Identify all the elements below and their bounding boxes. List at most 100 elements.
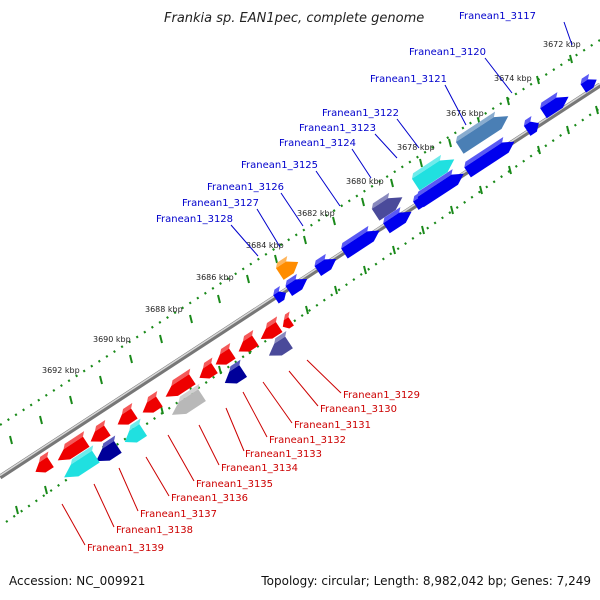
gene-arrow-body [371,197,403,221]
gene-arrow-body [383,211,412,234]
scale-tick [508,165,512,175]
gene-feature [282,311,294,329]
gene-label-upper: Franean1_3125 [241,160,318,171]
scale-tick [274,254,278,264]
gene-feature [35,451,54,473]
gene-arrow-top [275,256,288,269]
scale-tick [189,314,193,324]
scale-label: 3692 kbp [42,366,80,375]
gene-arrow-body [117,408,138,425]
gene-arrow-body [142,396,163,413]
gene-arrow-body [199,363,218,379]
gene-arrow-top [383,207,401,224]
gene-arrow-top [229,359,241,372]
scale-tick [9,435,13,445]
leader-line [198,424,220,466]
gene-arrow-top [285,273,297,287]
leader-line [288,370,319,407]
gene-labels: Franean1_3117 Franean1_3120 Franean1_3121 F… [87,11,536,554]
gene-arrow-top [455,111,496,143]
gene-arrow-body [171,389,206,415]
gene-label-lower: Franean1_3133 [245,449,322,460]
gene-label-upper: Franean1_3123 [299,123,376,134]
gene-arrow-top [413,193,419,202]
gene-feature [371,192,403,221]
gene-arrow-body [260,321,283,340]
scale-tick [479,185,483,195]
gene-feature [275,256,299,280]
gene-arrow-body [523,121,539,136]
scale-tick [305,305,309,315]
scale-tick [392,245,396,255]
gene-arrow-body [341,230,380,259]
gene-label-upper: Franean1_3117 [459,11,536,22]
scale-label: 3678 kbp [397,143,435,152]
gene-feature [416,169,464,208]
leader-line [444,84,467,126]
gene-arrow-body [268,336,293,356]
scale-tick [569,54,573,64]
scale-tick [159,334,163,344]
gene-label-upper: Franean1_3128 [156,214,233,225]
gene-arrow-top [416,169,453,198]
gene-feature [341,225,380,259]
gene-label-lower: Franean1_3130 [320,404,397,415]
leader-line [61,503,86,546]
gene-arrow-top [540,92,558,109]
gene-feature [117,402,138,425]
gene-feature [411,154,455,191]
leader-line [374,133,398,159]
scale-tick [537,145,541,155]
gene-arrow-top [94,419,106,432]
gene-arrow-top [146,390,158,403]
scale-tick [421,225,425,235]
gene-label-lower: Franean1_3134 [221,463,298,474]
gene-feature [285,273,308,297]
gene-feature [580,73,597,93]
scale-tick [536,75,540,85]
gene-label-lower: Franean1_3129 [343,390,420,401]
gene-feature [413,193,425,210]
scale-tick [217,294,221,304]
gene-feature [165,368,196,397]
scale-tick [129,354,133,364]
gene-label-lower: Franean1_3135 [196,479,273,490]
gene-leader-lines [61,21,573,546]
leader-line [225,407,245,452]
gene-feature [540,92,569,119]
gene-arrow-body [285,278,308,297]
gene-label-upper: Franean1_3122 [322,108,399,119]
leader-line [484,57,513,94]
scale-label: 3682 kbp [297,209,335,218]
gene-feature [64,445,100,478]
gene-arrow-top [242,329,254,342]
gene-feature [383,207,412,234]
gene-arrow-top [273,285,280,296]
gene-arrow-body [35,457,54,473]
leader-line [118,467,139,512]
gene-arrow-top [102,435,116,449]
leader-line [351,148,372,179]
gene-feature [142,390,163,413]
gene-arrow-top [202,357,213,369]
scale-tick [506,96,510,106]
gene-label-upper: Franean1_3121 [370,74,447,85]
leader-line [563,21,573,46]
gene-arrow-body [282,317,294,329]
leader-line [306,359,342,394]
gene-label-lower: Franean1_3137 [140,509,217,520]
gene-arrow-body [57,436,90,461]
gene-arrow-body [96,441,122,462]
leader-line [315,170,341,207]
gene-arrow-top [171,368,191,386]
scale-label: 3686 kbp [196,273,234,282]
gene-feature [260,316,283,340]
gene-arrow-top [411,154,442,179]
gene-label-lower: Franean1_3132 [269,435,346,446]
gene-arrow-body [411,159,455,191]
leader-line [93,483,115,528]
scale-tick [334,285,338,295]
gene-feature [314,253,337,277]
gene-label-upper: Franean1_3126 [207,182,284,193]
gene-feature [238,329,259,352]
